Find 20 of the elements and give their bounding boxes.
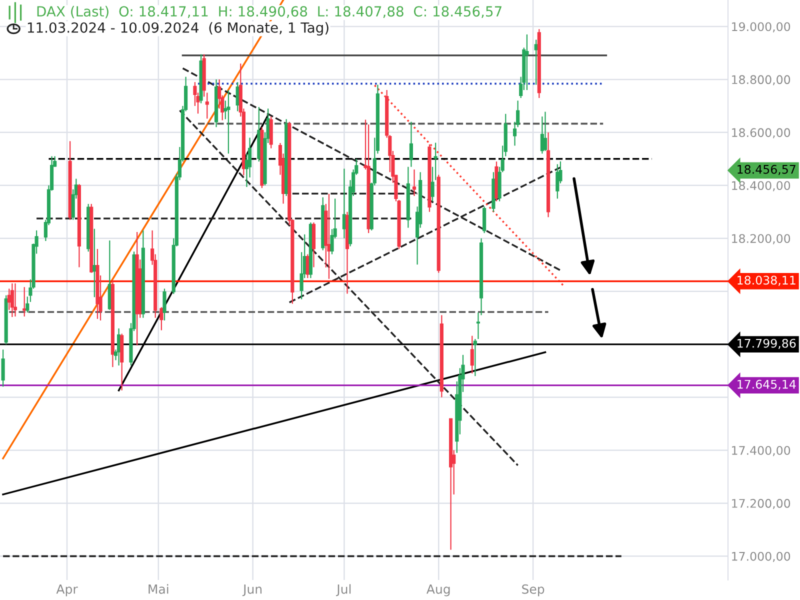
ref-line-label: 17.799,86 (738, 338, 796, 349)
y-tick-label: 17.000,00 (732, 552, 790, 562)
y-tick-label: 18.400,00 (732, 181, 790, 192)
x-tick-label: Apr (56, 584, 78, 596)
chart-title: DAX (Last) O: 18.417,11 H: 18.490,68 L: 18.407,88 C: 18.456,57 (37, 6, 502, 18)
x-tick-label: Sep (522, 584, 544, 596)
x-tick-label: Jun (242, 584, 262, 596)
x-tick-label: Jul (336, 584, 351, 596)
y-tick-label: 17.200,00 (732, 498, 790, 510)
ref-line-label: 18.038,11 (738, 276, 796, 286)
ref-line-label: 17.645,14 (738, 380, 796, 390)
y-tick-label: 19.000,00 (732, 22, 790, 32)
x-tick-label: Aug (426, 584, 450, 596)
y-tick-label: 17.400,00 (732, 446, 790, 456)
text: 11.03.2024 - 10.09.2024 (6 Monate, 1 Tag) (28, 22, 328, 36)
y-tick-label: 18.600,00 (732, 128, 790, 138)
y-tick-label: 18.200,00 (732, 234, 790, 244)
text: 18.456,57 (738, 164, 796, 176)
y-tick-label: 18.800,00 (732, 75, 790, 86)
x-tick-label: Mai (148, 584, 168, 594)
